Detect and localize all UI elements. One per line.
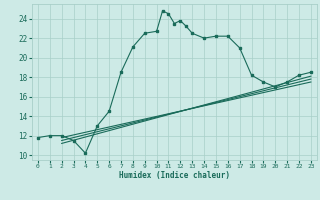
X-axis label: Humidex (Indice chaleur): Humidex (Indice chaleur) <box>119 171 230 180</box>
